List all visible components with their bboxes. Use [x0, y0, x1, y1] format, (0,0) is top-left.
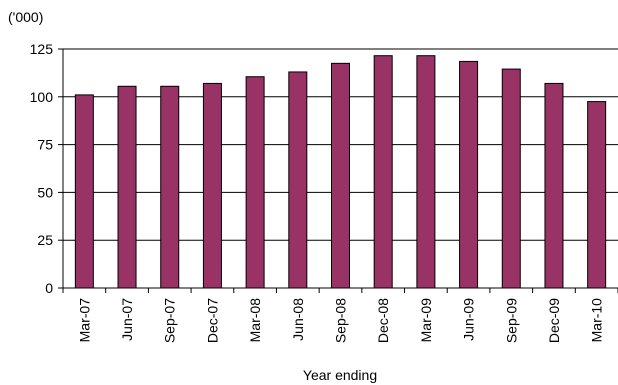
x-tick-label: Jun-07: [119, 298, 135, 341]
bar: [202, 82, 222, 289]
bar: [416, 55, 436, 289]
bar: [288, 71, 308, 289]
y-tick-labels: 0 25 50 75 100 125: [30, 41, 54, 296]
x-tick-label: Sep-08: [333, 298, 349, 343]
x-tick-label: Sep-09: [503, 298, 519, 343]
x-tick-label: Sep-07: [162, 298, 178, 343]
bar: [160, 85, 180, 289]
bar: [587, 101, 607, 289]
x-tick-label: Dec-09: [546, 298, 562, 343]
bar: [117, 85, 137, 289]
bar: [544, 82, 564, 289]
y-tick-label: 50: [37, 184, 53, 200]
axes: [62, 49, 618, 293]
bar: [373, 55, 393, 289]
bar: [459, 60, 479, 289]
unit-label: ('000): [8, 9, 43, 25]
x-tick-label: Mar-08: [247, 298, 263, 343]
y-tick-label: 75: [37, 137, 53, 153]
x-tick-labels: Mar-07 Jun-07 Sep-07 Dec-07 Mar-08 Jun-08 Sep-…: [76, 298, 604, 343]
x-tick-label: Mar-07: [76, 298, 92, 343]
bar: [331, 62, 350, 289]
x-tick-label: Mar-09: [418, 298, 434, 343]
y-tick-label: 125: [30, 41, 54, 57]
y-tick-label: 25: [37, 232, 53, 248]
x-tick-label: Dec-08: [375, 298, 391, 343]
x-tick-label: Jun-08: [290, 298, 306, 341]
bar: [245, 76, 265, 289]
y-tick-label: 0: [45, 280, 53, 296]
x-tick-label: Mar-10: [589, 298, 605, 343]
y-tick-label: 100: [30, 89, 54, 105]
x-axis-title: Year ending: [303, 367, 377, 383]
bar: [74, 94, 94, 289]
x-tick-label: Jun-09: [461, 298, 477, 341]
bar: [501, 68, 521, 289]
x-tick-label: Dec-07: [204, 298, 220, 343]
bars: [74, 55, 607, 289]
